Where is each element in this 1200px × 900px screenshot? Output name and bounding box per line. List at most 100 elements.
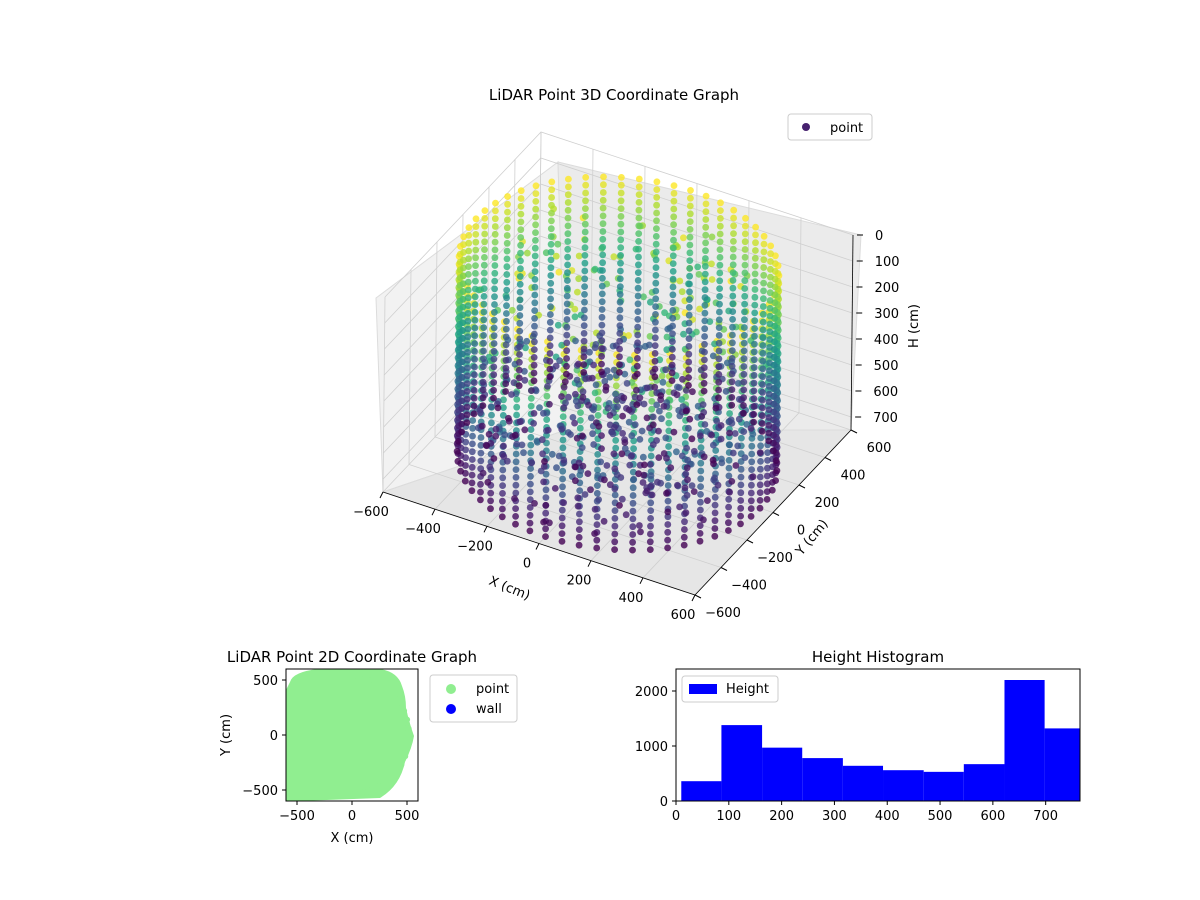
point-3d bbox=[472, 254, 479, 262]
point-3d bbox=[458, 381, 466, 389]
point-3d bbox=[684, 456, 691, 464]
point-3d bbox=[616, 369, 623, 376]
tick-label-z-3d: 100 bbox=[875, 255, 900, 270]
point-3d bbox=[572, 477, 579, 485]
point-3d bbox=[575, 275, 583, 283]
point-3d bbox=[700, 516, 707, 524]
point-3d bbox=[460, 256, 467, 264]
point-3d bbox=[635, 206, 643, 214]
point-3d bbox=[702, 255, 709, 262]
tick-label-x-histogram: 0 bbox=[672, 809, 680, 824]
tick-label-z-3d: 400 bbox=[874, 333, 899, 348]
point-3d bbox=[629, 484, 637, 492]
point-3d bbox=[652, 240, 660, 248]
point-3d bbox=[630, 475, 638, 483]
point-3d bbox=[646, 461, 654, 468]
point-3d bbox=[494, 404, 502, 412]
point-3d bbox=[490, 455, 498, 462]
point-3d bbox=[635, 230, 643, 238]
point-3d bbox=[670, 221, 677, 229]
point-3d bbox=[563, 300, 571, 308]
point-3d bbox=[526, 504, 534, 511]
point-3d bbox=[660, 450, 668, 457]
point-3d bbox=[564, 277, 571, 284]
point-3d bbox=[616, 306, 624, 314]
point-3d bbox=[477, 488, 484, 496]
point-3d bbox=[729, 261, 737, 269]
point-3d bbox=[464, 333, 472, 341]
point-3d bbox=[524, 249, 531, 257]
point-3d bbox=[548, 450, 556, 458]
point-3d bbox=[651, 373, 659, 381]
point-3d bbox=[612, 444, 620, 452]
point-3d bbox=[530, 346, 538, 353]
point-3d bbox=[481, 207, 489, 215]
tick-label-x-histogram: 300 bbox=[822, 809, 847, 824]
point-3d bbox=[580, 330, 588, 337]
point-3d bbox=[581, 213, 589, 220]
point-3d bbox=[631, 421, 639, 429]
point-3d bbox=[465, 271, 472, 278]
point-3d bbox=[563, 316, 571, 323]
point-3d bbox=[653, 201, 660, 209]
legend-2d-label-wall: wall bbox=[476, 702, 502, 717]
point-3d bbox=[660, 403, 668, 410]
point-3d bbox=[532, 213, 539, 221]
point-3d bbox=[610, 366, 618, 374]
point-3d bbox=[612, 460, 619, 468]
point-3d bbox=[581, 306, 588, 314]
point-3d bbox=[748, 442, 756, 450]
point-3d bbox=[740, 363, 748, 370]
point-3d bbox=[697, 506, 704, 514]
point-3d bbox=[697, 444, 705, 451]
point-3d bbox=[503, 232, 511, 239]
point-3d bbox=[686, 280, 693, 288]
point-3d bbox=[636, 522, 643, 529]
point-3d bbox=[464, 278, 472, 286]
point-3d bbox=[661, 309, 668, 317]
point-3d bbox=[582, 181, 590, 189]
point-3d bbox=[547, 256, 555, 264]
point-3d bbox=[741, 308, 748, 316]
point-3d bbox=[547, 279, 555, 287]
point-3d bbox=[488, 411, 495, 419]
point-3d bbox=[575, 541, 583, 549]
point-3d bbox=[516, 343, 523, 351]
point-3d bbox=[459, 311, 467, 319]
point-3d bbox=[643, 414, 651, 422]
point-3d bbox=[603, 367, 611, 375]
point-3d bbox=[662, 366, 670, 374]
point-3d bbox=[701, 317, 709, 325]
point-3d bbox=[662, 434, 670, 442]
point-3d bbox=[741, 253, 749, 261]
point-3d bbox=[681, 526, 688, 533]
point-3d bbox=[479, 386, 487, 394]
point-3d bbox=[763, 472, 771, 480]
point-3d bbox=[512, 458, 520, 466]
point-3d bbox=[647, 452, 655, 460]
point-3d bbox=[547, 295, 554, 303]
point-3d bbox=[709, 352, 717, 360]
point-3d bbox=[725, 503, 732, 511]
point-3d bbox=[668, 361, 676, 369]
point-3d bbox=[685, 311, 693, 319]
point-3d bbox=[626, 356, 634, 364]
legend-2d-marker-point bbox=[446, 684, 456, 694]
point-3d bbox=[740, 355, 748, 363]
point-3d bbox=[741, 261, 749, 269]
point-3d bbox=[517, 195, 525, 202]
point-3d bbox=[604, 404, 612, 412]
point-3d bbox=[635, 245, 642, 253]
point-3d bbox=[479, 469, 487, 477]
point-3d bbox=[645, 341, 653, 349]
point-3d bbox=[737, 473, 745, 481]
tick-x-3d bbox=[587, 560, 592, 567]
point-3d bbox=[571, 313, 579, 321]
histogram-bar bbox=[802, 758, 843, 801]
point-3d bbox=[617, 236, 625, 244]
point-3d bbox=[686, 226, 694, 233]
point-3d bbox=[740, 409, 747, 417]
point-3d bbox=[590, 406, 597, 414]
point-3d bbox=[685, 304, 693, 311]
point-3d bbox=[593, 536, 601, 544]
